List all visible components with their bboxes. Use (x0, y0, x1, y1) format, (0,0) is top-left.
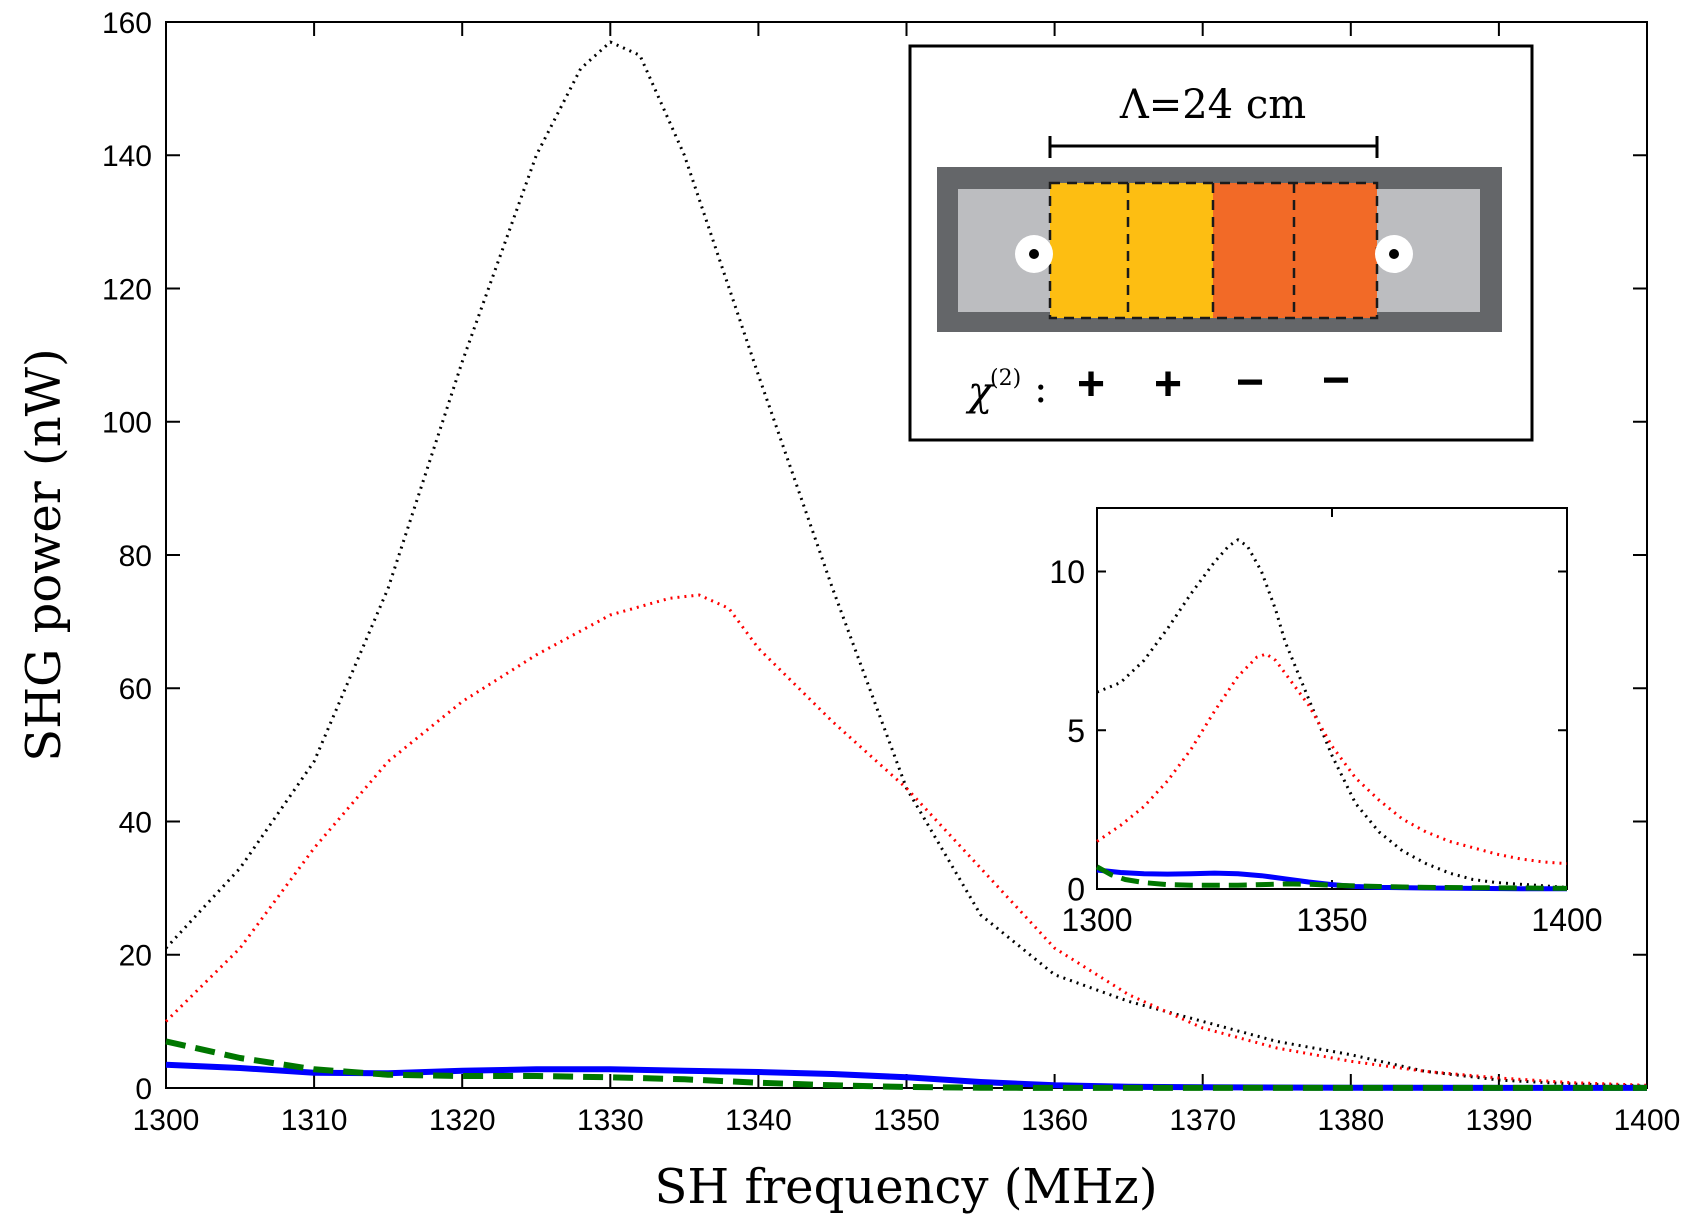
main-y-tick-label: 60 (119, 673, 152, 706)
main-y-tick-label: 120 (102, 273, 152, 306)
inset-y-tick-label: 10 (1049, 554, 1085, 590)
inset-series-red-dotted (1096, 652, 1568, 866)
main-x-tick-label: 1380 (1317, 1104, 1384, 1137)
sign-3: − (1236, 356, 1264, 409)
inset-x-tick-label: 1300 (1061, 902, 1132, 938)
inset-series-blue-solid (1096, 867, 1567, 892)
inset-chart: 1300 1350 1400 0 5 10 (1049, 507, 1603, 938)
main-x-tick-label: 1320 (429, 1104, 496, 1137)
main-y-tick-label: 160 (102, 7, 152, 40)
domain-positive (1050, 183, 1213, 318)
inset-y-tick-label: 0 (1067, 872, 1085, 908)
period-label: Λ=24 cm (1119, 82, 1306, 128)
chi-colon: : (1034, 366, 1047, 412)
output-beam-dot-icon (1375, 235, 1413, 273)
main-series-green-dashed (165, 1038, 1647, 1091)
input-beam-dot-icon (1015, 235, 1053, 273)
x-axis-label: SH frequency (MHz) (654, 1159, 1157, 1215)
chi-label: χ (965, 369, 995, 415)
inset-x-tick-label: 1400 (1531, 902, 1602, 938)
main-x-tick-label: 1300 (133, 1104, 200, 1137)
main-y-tick-label: 40 (119, 806, 152, 839)
main-x-tick-label: 1310 (281, 1104, 348, 1137)
main-y-tick-label: 140 (102, 140, 152, 173)
main-x-tick-label: 1350 (873, 1104, 940, 1137)
inset-x-tick-label: 1350 (1296, 902, 1367, 938)
main-x-tick-label: 1370 (1169, 1104, 1236, 1137)
sign-2: + (1154, 358, 1182, 411)
main-x-tick-label: 1330 (577, 1104, 644, 1137)
main-y-tick-label: 100 (102, 407, 152, 440)
inset-plot-background (1097, 508, 1567, 889)
inset-tick-labels: 1300 1350 1400 0 5 10 (1049, 554, 1602, 938)
main-y-tick-label: 80 (119, 540, 152, 573)
main-y-tick-label: 0 (135, 1073, 152, 1106)
sign-4: − (1322, 354, 1350, 407)
main-tick-labels: 1300 1310 1320 1330 1340 1350 1360 1370 1380 1390… (102, 7, 1680, 1137)
main-series-red-dotted (164, 593, 1648, 1087)
schematic-inset: Λ=24 cm χ (2) : + + − − (908, 44, 1534, 442)
y-axis-label: SHG power (nW) (16, 348, 72, 761)
main-y-tick-label: 20 (119, 940, 152, 973)
main-x-tick-label: 1340 (725, 1104, 792, 1137)
main-series (164, 40, 1648, 1091)
chi-superscript: (2) (990, 366, 1021, 391)
main-x-tick-label: 1390 (1466, 1104, 1533, 1137)
inset-series-green-dashed (1095, 864, 1568, 891)
main-x-tick-label: 1360 (1021, 1104, 1088, 1137)
inset-y-tick-label: 5 (1067, 713, 1085, 749)
inset-series (1095, 538, 1568, 892)
sign-1: + (1077, 358, 1105, 411)
main-series-black-dotted (164, 40, 1648, 1088)
main-x-tick-label: 1400 (1614, 1104, 1681, 1137)
main-chart: 1300 1310 1320 1330 1340 1350 1360 1370 1380 1390… (16, 7, 1680, 1215)
